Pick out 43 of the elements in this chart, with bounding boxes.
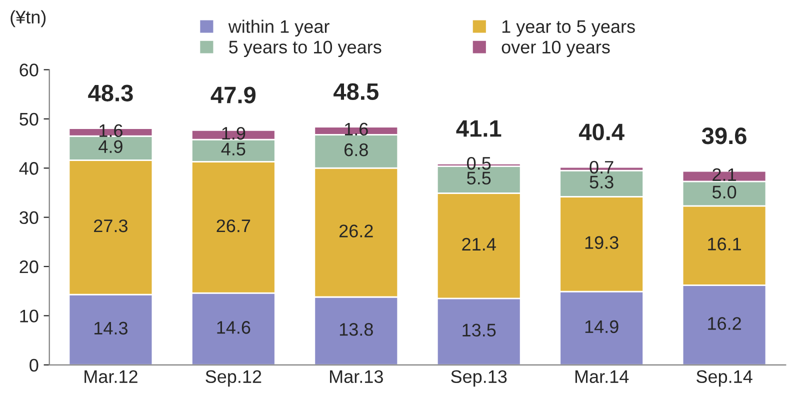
data-label: 21.4 [462, 238, 496, 251]
y-tick-label: 0 [30, 358, 38, 372]
data-label: 14.3 [94, 322, 128, 335]
total-label: 48.3 [88, 84, 133, 102]
data-label: 26.7 [216, 219, 250, 232]
data-label: 14.6 [217, 321, 250, 334]
legend-label: over 10 years [502, 40, 610, 58]
data-label: 13.5 [462, 324, 496, 337]
x-tick-label: Mar.14 [575, 370, 629, 384]
y-tick-label: 20 [20, 260, 38, 274]
y-tick-label: 60 [20, 64, 38, 76]
y-tick-label: 50 [20, 112, 38, 126]
total-label: 48.5 [334, 83, 378, 100]
data-label: 5.0 [712, 186, 736, 199]
y-tick-label: 30 [20, 211, 38, 224]
x-tick-label: Mar.12 [84, 370, 138, 384]
legend-label: within 1 year [228, 20, 330, 37]
x-tick-label: Sep.12 [206, 370, 262, 387]
data-label: 2.1 [712, 168, 736, 181]
total-label: 41.1 [456, 120, 502, 137]
data-label: 4.5 [221, 142, 246, 156]
y-tick-label: 10 [20, 310, 38, 322]
legend-label: 1 year to 5 years [502, 20, 635, 37]
total-label: 39.6 [702, 128, 746, 144]
data-label: 4.9 [98, 140, 122, 154]
x-tick-label: Sep.14 [696, 370, 752, 387]
y-axis-title: (¥tn) [10, 10, 46, 28]
data-label: 16.1 [708, 238, 741, 250]
x-tick-label: Sep.13 [451, 370, 507, 387]
total-label: 47.9 [210, 86, 256, 104]
data-label: 5.3 [590, 176, 614, 188]
data-label: 27.3 [94, 219, 128, 232]
y-tick-label: 40 [19, 162, 38, 175]
legend-label: 5 years to 10 years [229, 40, 382, 58]
data-label: 5.5 [467, 172, 491, 185]
data-label: 13.8 [340, 323, 373, 336]
data-label: 6.8 [344, 143, 368, 156]
total-label: 40.4 [578, 124, 624, 140]
data-label: 26.2 [339, 224, 373, 238]
data-label: 14.9 [585, 320, 618, 334]
x-tick-label: Mar.13 [330, 370, 383, 384]
data-label: 19.3 [585, 236, 618, 249]
data-label: 16.2 [708, 317, 741, 330]
